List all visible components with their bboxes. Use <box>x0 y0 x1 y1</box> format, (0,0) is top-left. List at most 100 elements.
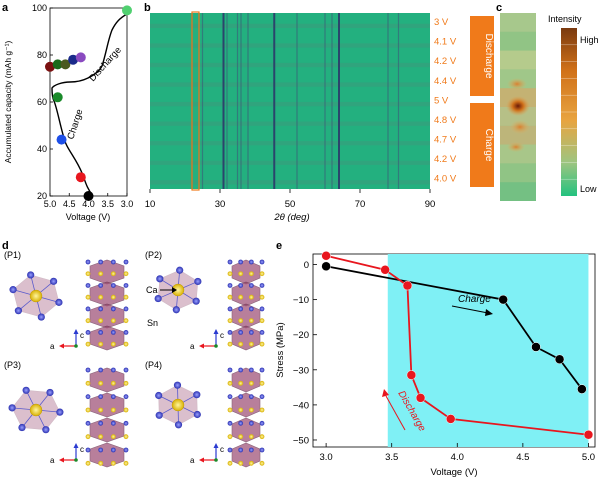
slab-atom <box>123 306 129 312</box>
ca-atom-label: Ca <box>146 285 158 295</box>
panel-a-data-point <box>45 61 55 72</box>
slab-atom <box>238 306 244 312</box>
structure-label-p1: (P1) <box>4 250 21 260</box>
slab-atom <box>110 271 116 277</box>
panel-e-ytick-label: 0 <box>304 260 309 271</box>
panel-a-ytick-label: 80 <box>37 50 47 60</box>
panel-e-data-point <box>415 393 426 403</box>
calcium-atom <box>29 289 43 303</box>
slab-polyhedron <box>231 367 261 393</box>
slab-atom <box>98 447 104 453</box>
polyhedron-p3 <box>8 386 64 434</box>
panel-c-hotspot <box>506 96 530 116</box>
slab-atom <box>238 420 244 426</box>
a-axis-label: a <box>190 342 195 351</box>
panel-c-legend-low: Low <box>580 184 597 194</box>
panel-b-peak-line <box>273 13 276 189</box>
slab-atom <box>85 306 91 312</box>
slab-atom <box>238 341 244 347</box>
tin-atom <box>55 298 63 306</box>
slab-atom <box>110 394 116 400</box>
a-axis-label: a <box>50 456 55 465</box>
slab-atom <box>85 460 91 466</box>
slab-atom <box>227 318 233 324</box>
slab-atom <box>238 330 244 335</box>
slab-polyhedron <box>89 281 125 307</box>
slab-atom <box>98 271 104 277</box>
slab-atom <box>110 294 116 300</box>
panel-e-charge-arrow <box>451 305 489 314</box>
slab-p4 <box>227 367 265 468</box>
slab-atom <box>259 271 265 277</box>
slab-atom <box>227 460 233 466</box>
a-axis-arrowhead <box>199 457 204 463</box>
slab-atom <box>85 407 91 413</box>
tin-atom <box>8 404 16 412</box>
panel-a-data-point <box>56 134 67 145</box>
tin-atom <box>173 381 182 389</box>
slab-atom <box>259 306 265 312</box>
panel-e-data-point <box>402 280 413 291</box>
slab-atom <box>123 380 129 386</box>
structure-label-p2: (P2) <box>145 250 162 260</box>
panel-b-row-label: 4.8 V <box>434 115 457 126</box>
slab-polyhedron <box>231 303 261 329</box>
slab-atom <box>110 341 116 347</box>
slab-atom <box>85 434 91 440</box>
axes-p1: ca <box>50 329 84 351</box>
slab-atom <box>248 330 254 335</box>
tin-atom <box>155 391 163 400</box>
slab-polyhedron <box>89 442 125 468</box>
slab-atom <box>248 341 254 347</box>
panel-label-d: d <box>2 240 9 252</box>
axis-origin <box>214 458 218 462</box>
slab-atom <box>259 341 265 347</box>
axes-p3: ca <box>50 443 84 465</box>
panel-e-data-point <box>583 429 594 440</box>
panel-a-xlabel: Voltage (V) <box>66 212 111 222</box>
panel-c-legend-title: Intensity <box>548 14 582 24</box>
panel-label-b: b <box>144 2 151 14</box>
panel-b-row-band <box>150 62 430 68</box>
slab-atom <box>85 318 91 324</box>
panel-b-highlight-box <box>191 11 200 191</box>
panel-a-xtick-label: 3.5 <box>101 199 114 209</box>
tin-atom <box>27 271 35 279</box>
slab-atom <box>85 394 91 400</box>
panel-e-charge-arrowhead <box>485 309 493 316</box>
tin-atom <box>14 307 22 315</box>
calcium-atom <box>29 403 43 417</box>
slab-atom <box>248 283 254 288</box>
panel-e-ylabel: Stress (MPa) <box>275 322 286 377</box>
panel-e-chart: 3.0 3.5 4.0 4.5 5.00−10−20−30−40−50 Charge D… <box>275 251 596 478</box>
panel-b-peak-line <box>201 13 204 189</box>
slab-atom <box>123 420 129 426</box>
structure-label-p3: (P3) <box>4 360 21 370</box>
slab-atom <box>248 271 254 277</box>
tin-atom <box>156 275 164 283</box>
panel-e-data-point <box>406 370 417 380</box>
panel-e-xtick-label: 4.5 <box>516 452 529 463</box>
structure-label-p4: (P4) <box>145 360 162 370</box>
panel-b-row-label: 4.4 V <box>434 76 457 87</box>
tin-atom <box>154 294 162 303</box>
panel-b-row-label: 4.7 V <box>434 134 457 145</box>
slab-atom <box>98 306 104 312</box>
panel-e-data-point <box>577 384 587 394</box>
c-axis-label: c <box>220 445 224 454</box>
panel-c-chart: Intensity High Low <box>500 13 599 201</box>
slab-atom <box>238 271 244 277</box>
panel-a-xtick-label: 4.0 <box>82 199 95 209</box>
panel-b-chart: 10 30 50 70 90 3 V 4.1 V 4.2 V 4.4 V 5 V 4.8 V 4.7… <box>145 11 494 223</box>
slab-atom <box>85 341 91 347</box>
slab-atom <box>123 367 129 373</box>
panel-b-row-band <box>150 101 430 107</box>
slab-atom <box>259 259 265 265</box>
slab-polyhedron <box>231 259 261 285</box>
panel-e-ytick-label: −20 <box>293 330 309 341</box>
a-axis-label: a <box>50 342 55 351</box>
slab-polyhedron <box>231 325 261 351</box>
a-axis-arrowhead <box>59 343 64 349</box>
slab-atom <box>110 407 116 413</box>
